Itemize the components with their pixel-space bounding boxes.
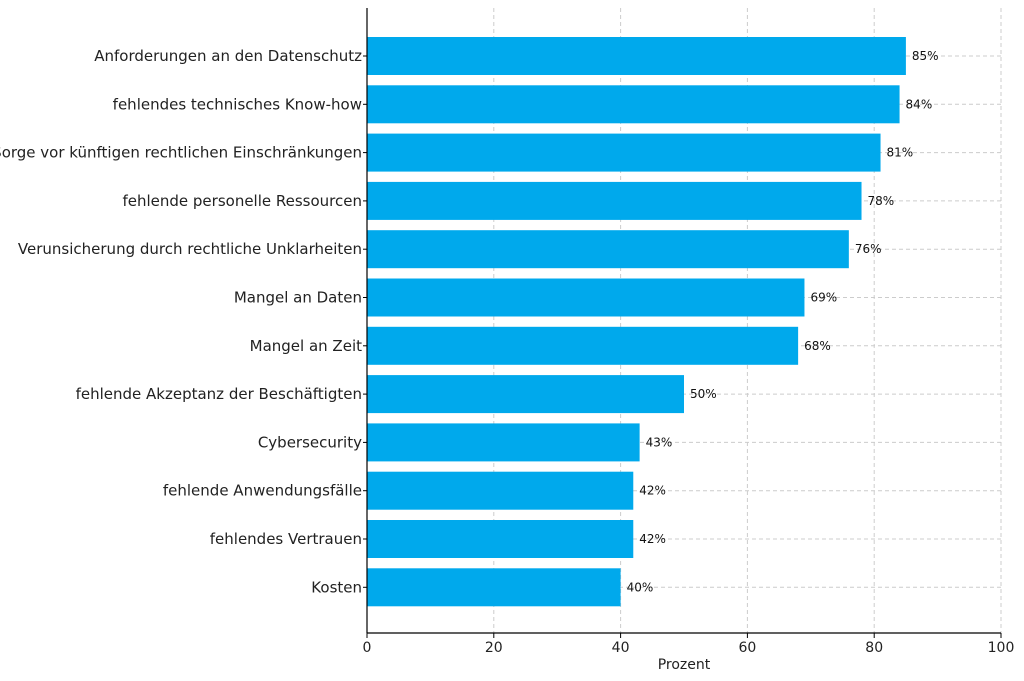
category-label-5: Mangel an Daten: [234, 289, 362, 307]
value-label-7: 50%: [690, 387, 717, 401]
category-label-8: Cybersecurity: [258, 433, 362, 451]
bar-11: [367, 568, 621, 607]
bar-8: [367, 423, 640, 462]
value-label-10: 42%: [639, 532, 666, 546]
value-label-0: 85%: [912, 49, 939, 63]
category-label-4: Verunsicherung durch rechtliche Unklarhe…: [18, 240, 362, 258]
value-label-8: 43%: [646, 435, 673, 449]
value-label-2: 81%: [887, 146, 914, 160]
x-tick-label-4: 80: [865, 640, 883, 656]
bars-layer: [367, 37, 906, 607]
x-tick-label-1: 20: [485, 640, 503, 656]
value-label-6: 68%: [804, 339, 831, 353]
x-tick-label-0: 0: [363, 640, 372, 656]
axis-layer: 0 20 40 60 80 100: [363, 8, 1015, 656]
category-label-3: fehlende personelle Ressourcen: [122, 192, 362, 210]
x-tick-label-2: 40: [612, 640, 630, 656]
category-label-0: Anforderungen an den Datenschutz: [94, 47, 362, 65]
bar-7: [367, 375, 684, 414]
x-tick-label-5: 100: [988, 640, 1015, 656]
category-label-10: fehlendes Vertrauen: [210, 530, 362, 548]
bar-4: [367, 230, 849, 269]
value-label-3: 78%: [868, 194, 895, 208]
value-label-4: 76%: [855, 242, 882, 256]
bar-0: [367, 37, 906, 75]
bar-3: [367, 181, 862, 220]
bar-1: [367, 85, 900, 124]
category-label-1: fehlendes technisches Know-how: [113, 95, 362, 113]
bar-2: [367, 133, 881, 172]
category-label-6: Mangel an Zeit: [250, 337, 362, 355]
value-label-5: 69%: [810, 291, 837, 305]
category-label-7: fehlende Akzeptanz der Beschäftigten: [76, 385, 362, 403]
x-axis-title: Prozent: [658, 657, 711, 673]
category-label-9: fehlende Anwendungsfälle: [163, 482, 362, 500]
value-label-1: 84%: [906, 97, 933, 111]
bar-9: [367, 471, 634, 510]
value-label-11: 40%: [627, 580, 654, 594]
category-label-11: Kosten: [311, 578, 362, 596]
bar-5: [367, 278, 805, 317]
bar-10: [367, 520, 634, 558]
x-tick-label-3: 60: [738, 640, 756, 656]
bar-6: [367, 326, 799, 365]
labels-layer: Anforderungen an den Datenschutz 85% fehle…: [0, 47, 939, 596]
category-label-2: Sorge vor künftigen rechtlichen Einschrä…: [0, 144, 362, 162]
value-label-9: 42%: [639, 484, 666, 498]
